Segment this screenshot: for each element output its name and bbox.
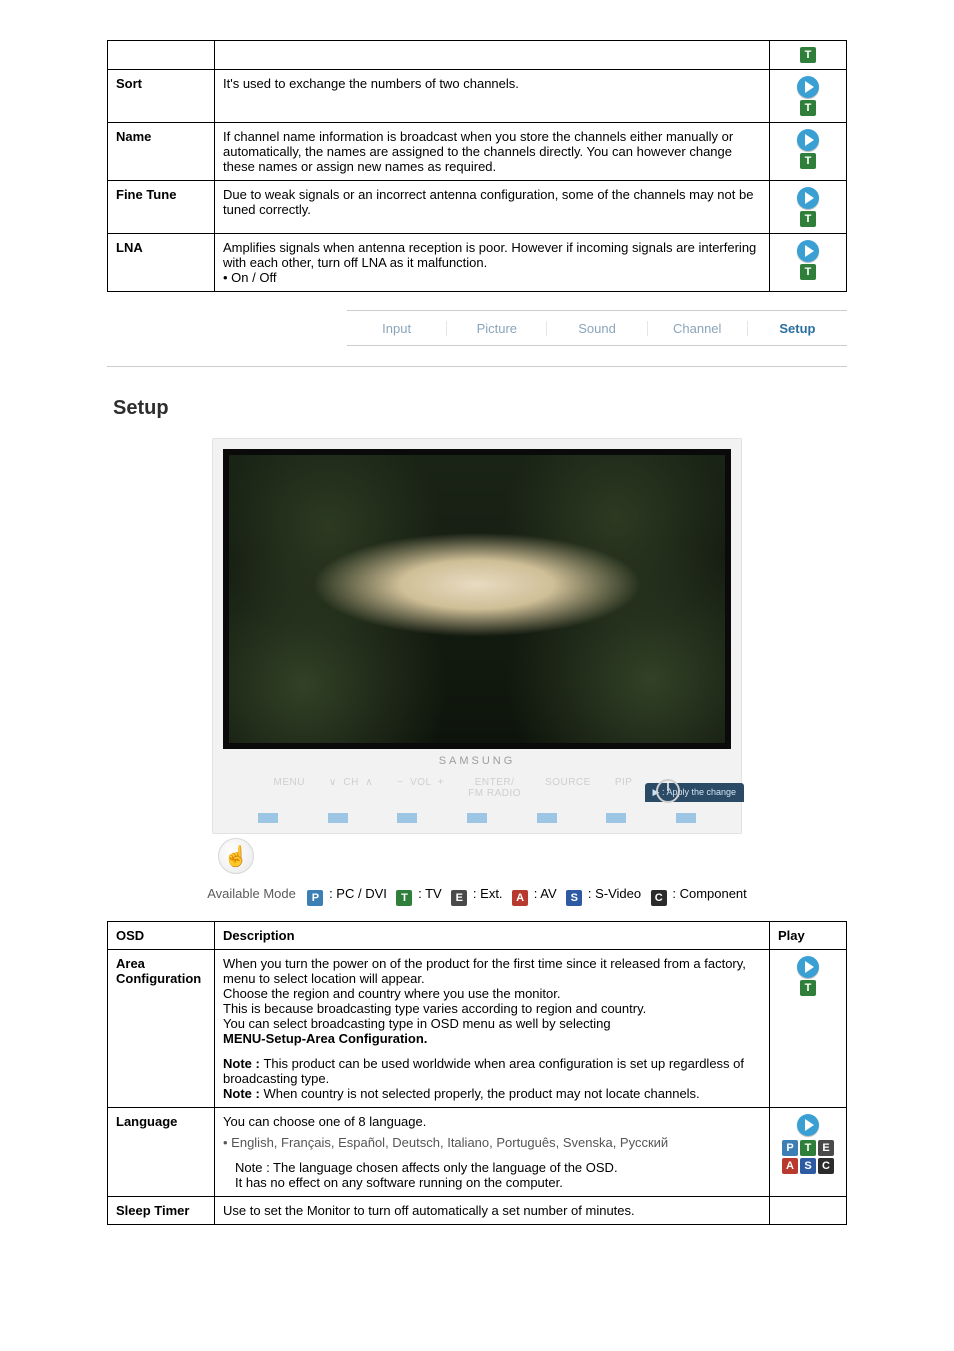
setup-row-desc: When you turn the power on of the produc… (215, 950, 770, 1108)
mode-icon-t: T (800, 153, 816, 169)
play-icon[interactable] (797, 129, 819, 151)
tv-foot-button[interactable] (397, 813, 417, 823)
row-play: T (770, 123, 847, 181)
tv-foot-button[interactable] (537, 813, 557, 823)
tv-control-button[interactable]: SOURCE (545, 777, 591, 801)
col-play: Play (770, 922, 847, 950)
tv-foot-button[interactable] (467, 813, 487, 823)
row-desc: If channel name information is broadcast… (215, 123, 770, 181)
mode-icon-s: S (566, 890, 582, 906)
tab-setup[interactable]: Setup (748, 321, 847, 336)
setup-row-play: PTE ASC (770, 1108, 847, 1197)
tv-control-button[interactable]: ∨ CH ∧ (329, 777, 373, 801)
tv-illustration: SAMSUNG ▶ : Apply the change MENU∨ CH ∧−… (212, 438, 742, 874)
legend-label: : PC / DVI (325, 886, 390, 901)
setup-table: OSD Description Play Area ConfigurationW… (107, 921, 847, 1225)
legend-lead: Available Mode (207, 886, 299, 901)
mode-icon-t: T (800, 47, 816, 63)
row-label-lna: LNA (108, 234, 215, 292)
mode-icon-t: T (800, 211, 816, 227)
row-desc: Amplifies signals when antenna reception… (215, 234, 770, 292)
mode-icon-t: T (800, 980, 816, 996)
mode-icon-t: T (800, 1140, 816, 1156)
row-play: T (770, 181, 847, 234)
tv-control-button[interactable]: MENU (274, 777, 305, 801)
available-mode-legend: Available Mode P : PC / DVI T : TV E : E… (107, 886, 847, 903)
mode-icon-p: P (307, 890, 323, 906)
row-play: T (770, 234, 847, 292)
tab-picture[interactable]: Picture (447, 321, 547, 336)
col-description: Description (215, 922, 770, 950)
tv-foot-button[interactable] (328, 813, 348, 823)
tv-foot-button[interactable] (676, 813, 696, 823)
mode-icon-t: T (800, 100, 816, 116)
tab-channel[interactable]: Channel (648, 321, 748, 336)
legend-label: : Ext. (469, 886, 506, 901)
play-icon[interactable] (797, 76, 819, 98)
setup-row-osd: Language (108, 1108, 215, 1197)
tv-body: SAMSUNG ▶ : Apply the change MENU∨ CH ∧−… (212, 438, 742, 834)
setup-row-play: T (770, 950, 847, 1108)
tv-foot-button[interactable] (258, 813, 278, 823)
top-row-desc (215, 41, 770, 70)
row-label-sort: Sort (108, 70, 215, 123)
row-desc: It's used to exchange the numbers of two… (215, 70, 770, 123)
setup-row-osd: Area Configuration (108, 950, 215, 1108)
row-label-fine-tune: Fine Tune (108, 181, 215, 234)
tv-brand-label: SAMSUNG (223, 749, 731, 769)
tv-screen (223, 449, 731, 749)
legend-label: : Component (669, 886, 747, 901)
mode-icon-t: T (800, 264, 816, 280)
tab-sound[interactable]: Sound (547, 321, 647, 336)
tv-control-button[interactable]: PIP (615, 777, 633, 801)
row-play: T (770, 70, 847, 123)
play-icon[interactable] (797, 956, 819, 978)
row-label-name: Name (108, 123, 215, 181)
mode-icon-e: E (818, 1140, 834, 1156)
setup-row-desc: Use to set the Monitor to turn off autom… (215, 1197, 770, 1225)
legend-label: : AV (530, 886, 560, 901)
mode-icon-a: A (782, 1158, 798, 1174)
tv-control-button[interactable]: ENTER/ FM RADIO (468, 777, 521, 801)
setup-row-play (770, 1197, 847, 1225)
page: T SortIt's used to exchange the numbers o… (107, 40, 847, 1243)
mode-icon-c: C (818, 1158, 834, 1174)
channel-options-table: T SortIt's used to exchange the numbers o… (107, 40, 847, 292)
mode-icon-s: S (800, 1158, 816, 1174)
mode-icon-a: A (512, 890, 528, 906)
mode-icon-c: C (651, 890, 667, 906)
tv-foot-button[interactable] (606, 813, 626, 823)
tv-foot-buttons (223, 809, 731, 823)
mode-icon-e: E (451, 890, 467, 906)
mode-icon-p: P (782, 1140, 798, 1156)
play-icon[interactable] (797, 187, 819, 209)
tv-control-button[interactable]: − VOL + (397, 777, 444, 801)
play-icon[interactable] (797, 240, 819, 262)
hand-pointer-icon: ☝ (218, 838, 254, 874)
top-row-label (108, 41, 215, 70)
setup-row-desc: You can choose one of 8 language.• Engli… (215, 1108, 770, 1197)
col-osd: OSD (108, 922, 215, 950)
tab-input[interactable]: Input (347, 321, 447, 336)
row-desc: Due to weak signals or an incorrect ante… (215, 181, 770, 234)
divider (107, 366, 847, 367)
legend-label: : S-Video (584, 886, 644, 901)
mode-icon-t: T (396, 890, 412, 906)
legend-label: : TV (414, 886, 445, 901)
setup-row-osd: Sleep Timer (108, 1197, 215, 1225)
section-title: Setup (113, 397, 847, 420)
play-icon[interactable] (797, 1114, 819, 1136)
menu-tabs: InputPictureSoundChannelSetup (347, 310, 847, 346)
top-row-play: T (770, 41, 847, 70)
